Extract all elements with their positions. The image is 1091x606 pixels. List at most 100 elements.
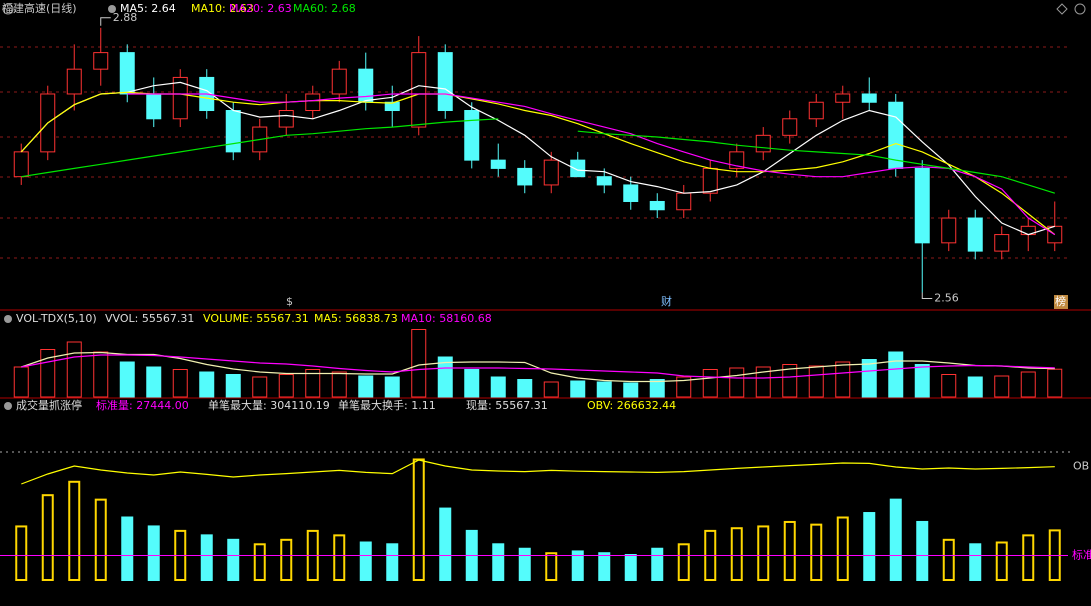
annotation-leader — [100, 17, 111, 26]
volume-bar — [41, 494, 54, 581]
volume-bar — [333, 534, 346, 581]
obv-line — [21, 459, 1055, 485]
candle-body — [543, 159, 559, 186]
candle-body — [835, 93, 851, 103]
volume-bar — [94, 498, 107, 581]
volume-bar — [518, 547, 531, 581]
legend-item: 标准量: 27444.00 — [96, 398, 189, 412]
candle-body — [517, 167, 533, 186]
volume-bar — [464, 369, 480, 398]
volume-bar — [199, 371, 215, 398]
volume-bar — [384, 376, 400, 398]
ma-line — [127, 93, 1056, 236]
legend-item: MA5: 56838.73 — [314, 312, 398, 325]
candle-body — [994, 234, 1010, 252]
candle-body — [66, 68, 82, 95]
volume-bar — [146, 366, 162, 398]
volume-bar — [863, 512, 876, 581]
volume-bar — [386, 543, 399, 581]
expand-icon[interactable] — [1056, 3, 1068, 15]
chart-title: 福建高速(日线) — [2, 1, 77, 15]
candle-body — [278, 110, 294, 128]
menu-icon[interactable] — [108, 5, 116, 13]
volume-bar — [889, 498, 902, 581]
event-marker: 财 — [661, 294, 672, 308]
volume-bar — [861, 359, 877, 398]
menu-icon[interactable] — [4, 315, 12, 323]
candle-body — [146, 93, 162, 120]
volume-bar — [15, 525, 28, 582]
volume-bar — [225, 374, 241, 398]
volume-bar — [995, 541, 1008, 581]
legend-item: 现量: 55567.31 — [466, 399, 548, 412]
candle-body — [782, 118, 798, 136]
volume-bar — [570, 380, 586, 398]
volume-bar — [412, 458, 425, 582]
volume-ma-line — [21, 354, 1055, 379]
volume-bar — [437, 356, 453, 398]
volume-bar — [358, 375, 374, 398]
volume-bar — [545, 552, 558, 582]
volume-bar — [331, 371, 347, 398]
volume-bar — [730, 527, 743, 582]
legend-item: OBV: 266632.44 — [587, 399, 676, 412]
candle-body — [490, 159, 506, 169]
volume-bar — [13, 366, 29, 398]
menu-icon[interactable] — [2, 3, 14, 15]
candle-body — [888, 101, 904, 169]
volume-bar — [278, 374, 294, 398]
legend-item: MA20: 2.63 — [229, 2, 292, 15]
candle-body — [225, 110, 241, 153]
legend-item: VOLUME: 55567.31 — [203, 312, 309, 325]
volume-bar — [677, 543, 690, 581]
volume-bar — [147, 525, 160, 582]
marks: 2.88 2.56 标准 OB — [0, 11, 1091, 582]
candle-body — [172, 76, 188, 120]
volume-bar — [702, 369, 718, 398]
standard-label: 标准 — [1072, 547, 1091, 561]
menu-icon[interactable] — [4, 402, 12, 410]
candle-body — [570, 159, 586, 178]
volume-bar — [914, 364, 930, 398]
volume-bar — [492, 543, 505, 581]
annotation: 2.56 — [934, 291, 959, 304]
volume-bar — [836, 516, 849, 581]
ma-line — [21, 118, 1055, 194]
event-marker-box — [1054, 295, 1068, 309]
volume-bar — [916, 520, 929, 582]
candle-body — [93, 52, 109, 70]
volume-bar — [359, 541, 372, 581]
volume-bar — [68, 480, 81, 581]
volume-ma-line — [21, 351, 1055, 383]
volume-bar — [808, 365, 824, 398]
legend-item: MA10: 58160.68 — [401, 312, 492, 325]
volume-bar — [757, 525, 770, 582]
volume-bar — [810, 523, 823, 582]
legend-item: MA5: 2.64 — [120, 2, 176, 15]
volume-bar — [729, 367, 745, 398]
volume-bar — [517, 379, 533, 398]
volume-bar — [676, 376, 692, 398]
volume-bar — [200, 534, 213, 581]
volume-bar — [543, 381, 559, 398]
volume-bar — [941, 374, 957, 398]
volume-bar — [1047, 368, 1063, 398]
candle-body — [437, 52, 453, 112]
volume-bar — [571, 550, 584, 582]
legend-item: 单笔最大量: 304110.19 — [208, 398, 330, 412]
volume-bar — [1022, 534, 1035, 581]
panel-title: VOL-TDX(5,10) — [16, 312, 97, 325]
legend-item: MA60: 2.68 — [293, 2, 356, 15]
settings-icon[interactable] — [1074, 3, 1086, 15]
volume-bar — [994, 375, 1010, 398]
event-marker: $ — [286, 295, 293, 308]
volume-bar — [305, 369, 321, 398]
volume-bar — [942, 538, 955, 581]
panel-title: 成交量抓涨停 — [16, 398, 82, 412]
candle-body — [967, 217, 983, 252]
legend-item: 单笔最大换手: 1.11 — [338, 398, 436, 412]
volume-bar — [119, 361, 135, 398]
event-marker: 榜 — [1055, 294, 1066, 308]
candle-body — [702, 167, 718, 194]
